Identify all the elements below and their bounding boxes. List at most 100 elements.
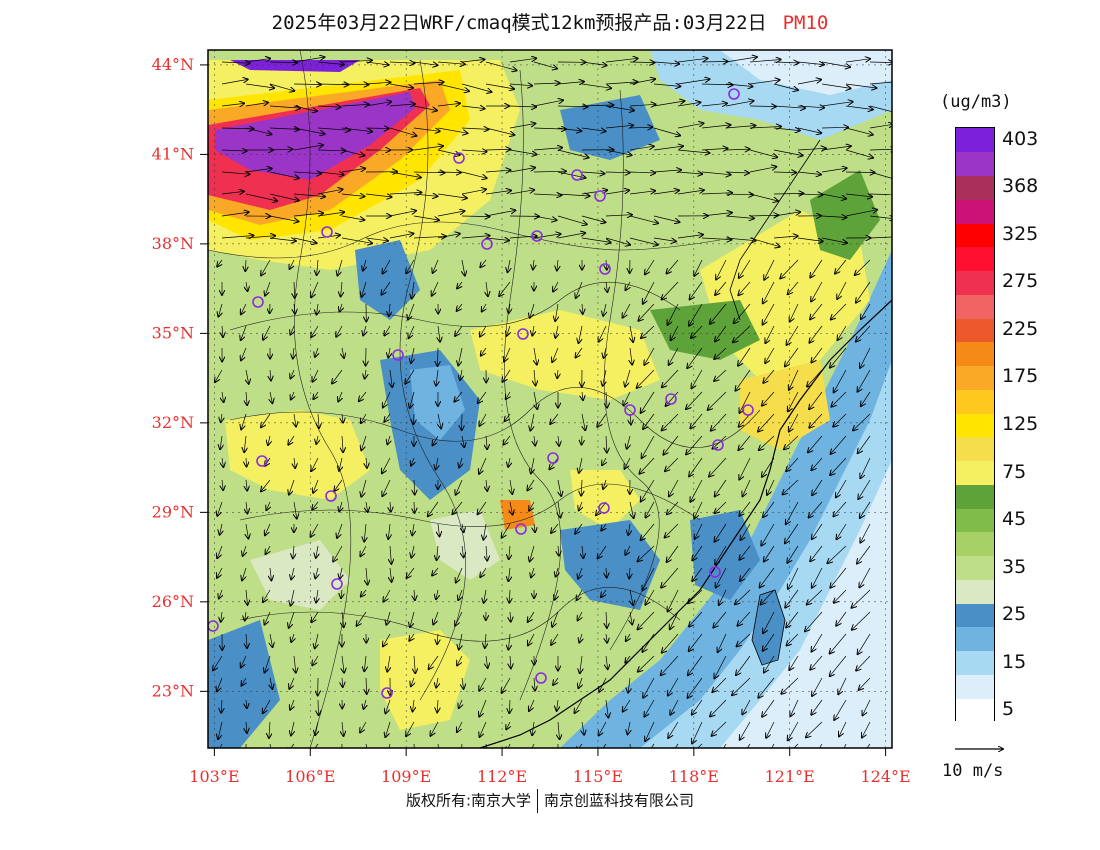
wind-vector (455, 325, 463, 336)
wind-vector (645, 721, 655, 741)
wind-vector (341, 168, 365, 173)
wind-vector (713, 435, 727, 449)
wind-vector (363, 259, 366, 271)
lon-label: 109°E (381, 767, 431, 786)
wind-vector (737, 633, 751, 646)
colorbar-label: 35 (1002, 555, 1027, 578)
wind-vector (390, 545, 391, 564)
northwest-purple (215, 92, 415, 180)
wind-vector (725, 194, 753, 195)
wind-vector (289, 677, 295, 689)
wind-vector (246, 589, 248, 605)
wind-vector (485, 633, 486, 648)
wind-vector (773, 62, 798, 63)
wind-vector (630, 589, 633, 605)
wind-vector (738, 281, 751, 295)
wind-vector (845, 194, 872, 197)
wind-vector (270, 677, 272, 689)
wind-vector (781, 677, 799, 694)
wind-vector (773, 149, 803, 156)
wind-vector (645, 589, 655, 605)
station-marker (331, 578, 343, 590)
wind-vector (869, 81, 892, 85)
wind-vector (454, 391, 463, 402)
wind-vector (661, 567, 679, 588)
wind-vector (534, 435, 535, 446)
wind-vector (603, 479, 606, 489)
wind-vector (858, 479, 871, 499)
wind-vector (261, 479, 271, 491)
wind-vector (688, 655, 703, 675)
wind-vector (389, 127, 416, 136)
wind-vector (605, 149, 632, 155)
wind-vector (787, 545, 799, 563)
wind-vector (265, 611, 271, 625)
wind-vector (715, 545, 727, 564)
wind-vector (643, 413, 655, 429)
wind-vector (270, 391, 272, 403)
wind-vector (265, 655, 271, 673)
wind-vector (677, 150, 710, 153)
wind-vector (602, 743, 607, 748)
colorbar-cell (956, 674, 994, 699)
wind-vector (601, 589, 606, 597)
wind-vector (245, 127, 271, 134)
taiwan-island (751, 589, 786, 666)
wind-vector (670, 699, 679, 715)
wind-vector (263, 699, 271, 713)
wind-vector (741, 523, 751, 540)
wind-vector (629, 62, 654, 63)
wind-vector (821, 83, 851, 88)
wind-vector (342, 611, 344, 627)
wind-vector (241, 325, 247, 340)
lat-label: 32°N (152, 413, 194, 432)
wind-vector (853, 413, 871, 430)
wind-vector (808, 435, 823, 452)
wind-vector (690, 479, 703, 502)
wind-vector (534, 369, 536, 385)
wind-vector (389, 62, 414, 63)
wind-vector (701, 193, 732, 194)
wind-vector (556, 567, 558, 577)
wind-vector (269, 238, 296, 241)
wind-vector (812, 633, 823, 652)
wind-vector (789, 369, 799, 390)
wind-vector (638, 303, 655, 321)
wind-vector (834, 369, 847, 392)
wind-vector (786, 457, 799, 471)
station-marker (535, 672, 547, 684)
wind-vector (759, 435, 775, 450)
wind-vector (662, 413, 679, 430)
wind-vector (764, 655, 775, 673)
wind-vector (859, 677, 871, 690)
wind-vector (852, 611, 871, 630)
wind-vector (797, 62, 824, 65)
wind-vector (819, 743, 823, 748)
wind-vector (732, 677, 751, 695)
wind-vector (763, 369, 775, 383)
wind-vector (821, 102, 853, 107)
wind-vector (311, 281, 319, 297)
wind-vector (746, 743, 751, 748)
wind-vector (437, 545, 439, 560)
wind-vector (701, 61, 728, 62)
wind-vector (582, 303, 583, 314)
wind-vector (221, 413, 222, 422)
wind-vector (738, 611, 751, 626)
lon-label: 115°E (573, 767, 623, 786)
wind-vector (638, 611, 655, 629)
wind-vector (461, 216, 490, 217)
wind-vector (665, 457, 679, 471)
wind-vector (689, 611, 703, 627)
wind-vector (830, 347, 847, 368)
wind-vector (478, 391, 487, 403)
colorbar-cell (956, 365, 994, 390)
wind-vector (317, 172, 344, 175)
wind-vector (360, 721, 367, 732)
colorbar-cell (956, 650, 994, 675)
light-green-patch-2 (430, 510, 500, 580)
colorbar-cell (956, 128, 994, 153)
wind-vector (557, 194, 589, 196)
station-marker (321, 226, 333, 238)
wind-vector (625, 369, 631, 387)
